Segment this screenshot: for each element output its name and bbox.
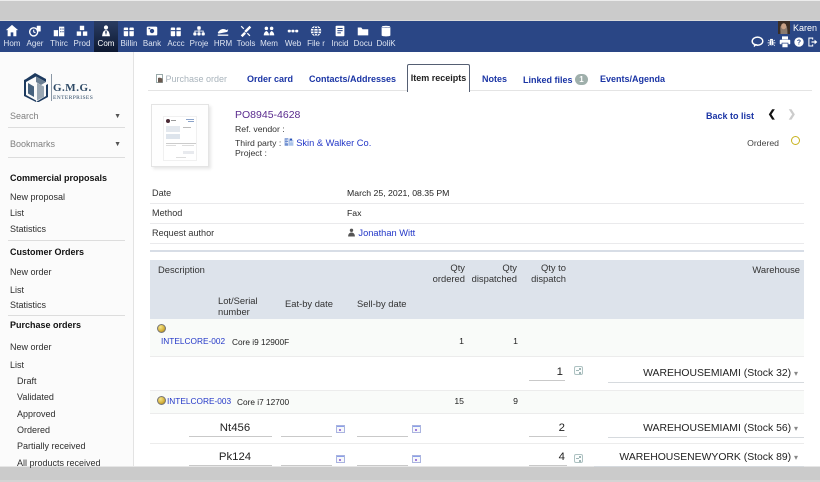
svg-text:?: ? [797, 40, 801, 47]
